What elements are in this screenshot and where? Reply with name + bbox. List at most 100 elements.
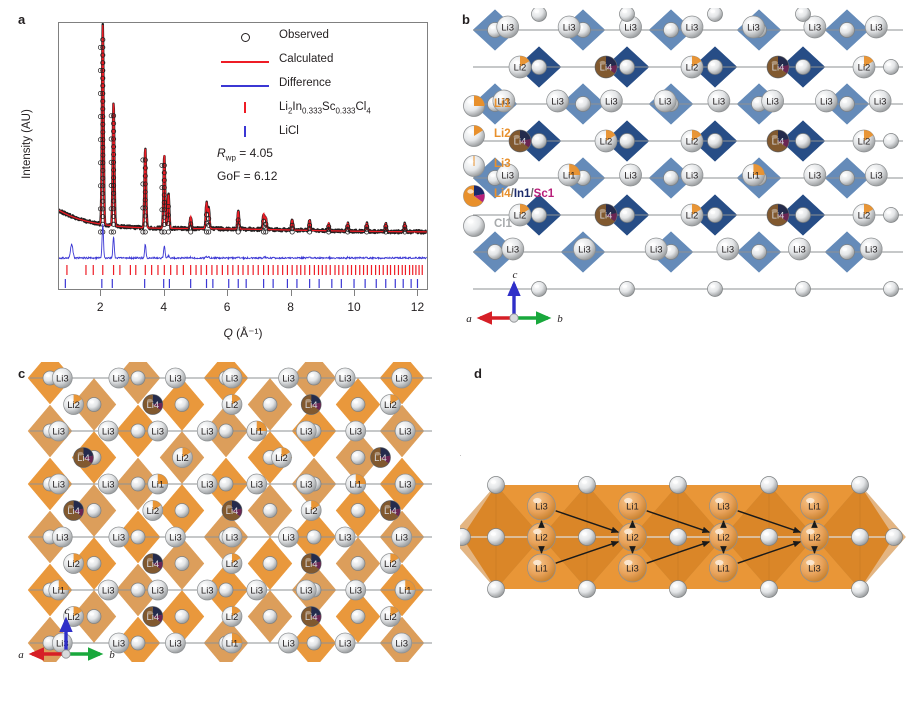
atom-sphere <box>350 503 366 518</box>
mixed-occupancy-site: Li4 <box>300 606 322 627</box>
li-site: Li3 <box>573 237 596 261</box>
site-label: Li3 <box>563 23 576 34</box>
site-label: Li3 <box>506 245 519 256</box>
site-label: Li2 <box>858 211 871 222</box>
li-site: Li3 <box>147 579 169 601</box>
li-site: Li3 <box>618 553 647 583</box>
panel-label-b: b <box>462 12 470 27</box>
difference-line-icon <box>221 85 269 87</box>
mixed-occupancy-site: Li4 <box>594 55 618 79</box>
site-label: Li4 <box>305 400 318 411</box>
atom-legend-sphere-icon <box>463 125 485 147</box>
mixed-occupancy-site: Li4 <box>142 553 164 574</box>
li-site: Li3 <box>165 367 186 389</box>
atom-legend-row: Li2 <box>462 122 580 152</box>
site-label: Li2 <box>146 506 159 517</box>
atom-sphere <box>578 580 596 598</box>
li-site: Li3 <box>345 579 367 601</box>
calculated-line-icon <box>221 61 269 63</box>
atom-sphere <box>795 133 811 149</box>
atom-sphere <box>130 423 146 439</box>
li-site: Li3 <box>600 89 623 113</box>
atom-sphere <box>619 133 635 149</box>
panel-d-pathway: Li2 Li2 Li2 Li2 Li3 Li1 Li3 Li1 Li1 Li3 Li1 Li3 <box>460 476 906 598</box>
li-site: Li3 <box>165 526 186 548</box>
li-site: Li3 <box>221 367 243 389</box>
atom-sphere <box>130 635 146 651</box>
li-site: Li3 <box>97 473 119 495</box>
li-site: Li3 <box>147 420 169 442</box>
site-label: Li1 <box>52 586 65 597</box>
atom-sphere <box>487 528 505 546</box>
atom-legend-label: Li4/In1/Sc1 <box>494 188 555 200</box>
migration-arrow <box>555 540 620 564</box>
site-label: Li3 <box>624 171 637 182</box>
site-label: Li3 <box>56 374 69 385</box>
site-label: Li3 <box>102 427 115 438</box>
atom-legend-label-part: Sc1 <box>533 188 555 200</box>
site-label: Li3 <box>300 480 313 491</box>
atom-sphere <box>839 170 855 186</box>
li-site: Li3 <box>680 15 704 39</box>
atom-sphere <box>663 170 679 186</box>
site-label: Li3 <box>793 245 806 256</box>
site-label: Li4 <box>772 137 785 148</box>
atom-sphere <box>350 450 366 465</box>
li-site: Li3 <box>295 579 317 601</box>
site-label: Li3 <box>282 374 295 385</box>
site-label: Li3 <box>339 374 352 385</box>
li-site: Li3 <box>527 491 556 521</box>
rwp-subscript: wp <box>225 153 236 163</box>
site-label: Li3 <box>578 245 591 256</box>
site-label: Li3 <box>250 586 263 597</box>
site-label: Li3 <box>551 97 564 108</box>
atom-sphere <box>707 59 723 75</box>
mixed-occupancy-site: Li4 <box>380 500 401 521</box>
atom-sphere <box>751 244 767 260</box>
site-label: Li3 <box>870 171 883 182</box>
site-label: Li4 <box>600 63 613 74</box>
axis-label-a: a <box>466 313 472 325</box>
atom-legend-label: Li2 <box>494 128 511 140</box>
atom-sphere <box>130 582 146 598</box>
li-site: Li3 <box>97 420 119 442</box>
site-label: Li3 <box>395 533 408 544</box>
li-site: Li1 <box>48 579 70 601</box>
mixed-occupancy-site: Li4 <box>221 500 243 521</box>
li-site: Li3 <box>165 632 186 654</box>
li-site: Li3 <box>51 526 73 548</box>
site-label: Li3 <box>395 639 408 650</box>
site-label: Li3 <box>766 97 779 108</box>
x-tick-label: 10 <box>347 300 361 314</box>
li-site: Li3 <box>108 632 130 654</box>
mixed-occupancy-site: Li4 <box>63 500 84 521</box>
atom-sphere <box>86 503 102 518</box>
atom-legend-label: Li3 <box>494 158 511 170</box>
panel-label-a: a <box>18 12 26 27</box>
li-site: Li3 <box>803 163 827 187</box>
migration-arrow <box>646 510 711 534</box>
site-label: Li4 <box>226 506 239 517</box>
x-tick-mark <box>354 290 356 296</box>
atom-sphere <box>707 133 723 149</box>
atom-sphere <box>487 580 505 598</box>
legend-label-difference: Difference <box>279 77 332 89</box>
site-label: Li2 <box>717 533 730 544</box>
migration-arrow <box>555 510 620 534</box>
site-label: Li2 <box>514 63 527 74</box>
atom-sphere <box>86 556 102 571</box>
site-label: Li3 <box>113 639 126 650</box>
li-site: Li2 <box>852 129 876 153</box>
site-label: Li3 <box>169 374 182 385</box>
li-site: Li3 <box>557 15 581 39</box>
atom-legend-row: Li3 <box>462 152 580 182</box>
atom-sphere <box>487 244 503 260</box>
atom-sphere <box>851 580 869 598</box>
li-site: Li3 <box>742 15 765 39</box>
atom-sphere <box>760 580 778 598</box>
site-label: Li3 <box>282 533 295 544</box>
li-site: Li3 <box>864 163 888 187</box>
atom-sphere <box>86 397 102 412</box>
li-site: Li3 <box>680 163 704 187</box>
site-label: Li3 <box>282 639 295 650</box>
